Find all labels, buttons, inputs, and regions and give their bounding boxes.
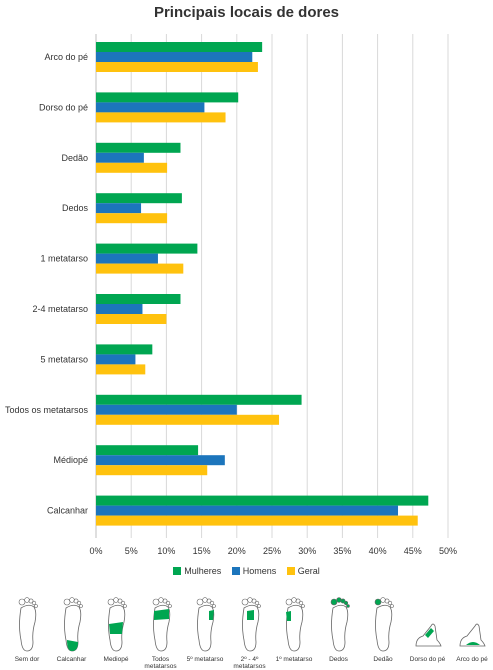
foot-label: 1º metatarso [275, 656, 313, 663]
bar-mulheres [96, 92, 239, 103]
foot-diagram: 2º - 4º metatarsos [227, 596, 273, 670]
legend-item-mulheres: Mulheres [173, 566, 221, 576]
x-tick-label: 25% [263, 546, 281, 556]
category-label: Dorso do pé [39, 102, 88, 112]
legend-label-homens: Homens [242, 566, 277, 576]
category-label: Todos os metatarsos [5, 405, 89, 415]
bar-chart: 0% 5% 10% 15% 20% 25% 30% 35% 40% 45% 50% Arco do p… [5, 34, 457, 556]
x-tick-label: 40% [369, 546, 387, 556]
foot-diagram: 5º metatarso [182, 596, 228, 663]
category-label: Médiopé [53, 455, 88, 465]
bar-homens [96, 505, 399, 516]
bar-geral [96, 364, 146, 375]
bar-geral [96, 515, 418, 526]
foot-diagram: Mediopé [93, 596, 139, 663]
foot-diagram: Dedos [316, 596, 362, 663]
category-label: 1 metatarso [40, 254, 88, 264]
x-tick-label: 45% [404, 546, 422, 556]
foot-dorsum-icon [415, 623, 442, 647]
category-label: Calcanhar [47, 506, 88, 516]
legend: Mulheres Homens Geral [0, 566, 493, 576]
foot-diagram: Sem dor [4, 596, 50, 663]
bar-geral [96, 112, 226, 123]
bar-geral [96, 162, 168, 173]
x-tick-label: 20% [228, 546, 246, 556]
foot-label: Dedão [373, 656, 393, 663]
foot-all-metatarsals-icon [152, 597, 172, 652]
bar-homens [96, 354, 136, 365]
x-tick-label: 50% [439, 546, 457, 556]
bar-mulheres [96, 445, 199, 456]
foot-label: Calcanhar [56, 656, 87, 663]
foot-first-metatarsal-icon [285, 597, 305, 652]
foot-diagram: Todos metatarsos [138, 596, 184, 670]
foot-label: Dorso do pé [409, 656, 446, 663]
foot-diagram: Dorso do pé [405, 596, 451, 663]
category-label: Arco do pé [44, 52, 88, 62]
x-tick-label: 15% [193, 546, 211, 556]
foot-second-fourth-metatarsals-icon [241, 597, 261, 652]
foot-fifth-metatarsal-icon [196, 597, 216, 652]
bar-mulheres [96, 294, 181, 304]
foot-label: Arco do pé [456, 656, 488, 663]
x-tick-label: 10% [157, 546, 175, 556]
bar-mulheres [96, 394, 302, 405]
foot-diagram: Arco do pé [449, 596, 493, 663]
bar-homens [96, 102, 205, 113]
foot-big-toe-icon [374, 597, 394, 652]
bar-geral [96, 314, 167, 324]
legend-item-geral: Geral [286, 566, 320, 576]
x-tick-label: 5% [125, 546, 138, 556]
bar-geral [96, 414, 280, 425]
bar-mulheres [96, 142, 181, 153]
bar-geral [96, 213, 168, 224]
foot-label: 5º metatarso [186, 656, 224, 663]
legend-item-homens: Homens [231, 566, 277, 576]
foot-label: Todos metatarsos [144, 656, 177, 670]
bar-mulheres [96, 243, 198, 254]
legend-label-mulheres: Mulheres [184, 566, 222, 576]
x-tick-label: 0% [89, 546, 102, 556]
bar-mulheres [96, 193, 182, 204]
foot-arch-icon [459, 623, 486, 647]
foot-label: Sem dor [14, 656, 40, 663]
foot-label: Mediopé [103, 656, 129, 663]
bar-geral [96, 465, 208, 476]
legend-swatch-homens [231, 567, 240, 575]
foot-diagram: 1º metatarso [271, 596, 317, 663]
bar-homens [96, 152, 144, 163]
foot-label: 2º - 4º metatarsos [233, 656, 266, 670]
foot-none-icon [18, 597, 38, 652]
foot-diagram: Dedão [360, 596, 406, 663]
bar-homens [96, 203, 142, 214]
foot-midfoot-icon [107, 597, 127, 652]
x-tick-label: 30% [298, 546, 316, 556]
bar-geral [96, 62, 258, 72]
bar-homens [96, 253, 158, 264]
bar-homens [96, 404, 237, 415]
category-label: 5 metatarso [40, 354, 88, 364]
bar-homens [96, 52, 253, 62]
bar-mulheres [96, 42, 263, 52]
legend-swatch-geral [286, 567, 295, 575]
legend-label-geral: Geral [297, 566, 320, 576]
x-tick-label: 35% [333, 546, 351, 556]
bar-mulheres [96, 495, 429, 506]
bar-geral [96, 263, 184, 274]
foot-label: Dedos [329, 656, 348, 663]
legend-swatch-mulheres [173, 567, 182, 575]
category-label: 2-4 metatarso [32, 304, 88, 314]
foot-toes-icon [330, 597, 350, 652]
bar-homens [96, 304, 143, 314]
bar-mulheres [96, 344, 153, 355]
category-label: Dedão [61, 153, 88, 163]
bar-homens [96, 455, 225, 466]
foot-heel-icon [63, 597, 83, 652]
category-label: Dedos [62, 203, 89, 213]
chart-title: Principais locais de dores [153, 4, 340, 21]
foot-diagram: Calcanhar [49, 596, 95, 663]
